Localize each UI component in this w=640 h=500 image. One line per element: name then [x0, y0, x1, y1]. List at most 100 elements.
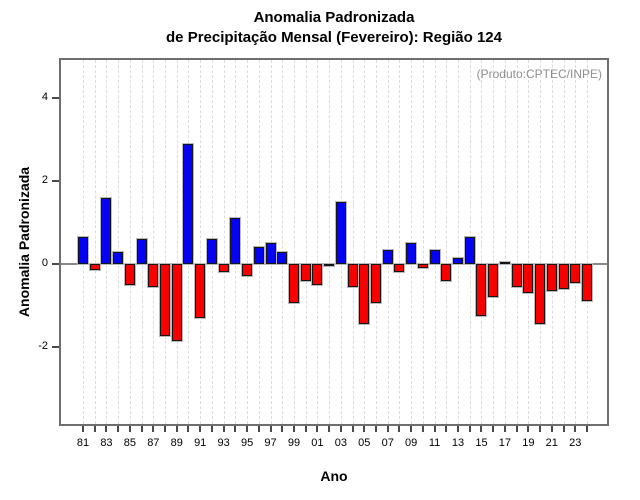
x-tick — [468, 426, 471, 432]
gridline — [352, 60, 354, 424]
x-tick — [175, 426, 178, 432]
x-tick-label: 85 — [123, 437, 136, 449]
chart-title: Anomalia Padronizada de Precipitação Men… — [59, 8, 609, 48]
gridline — [94, 60, 96, 424]
gridline — [376, 60, 377, 424]
x-tick-label: 19 — [522, 437, 535, 449]
x-tick — [492, 426, 495, 432]
gridline — [528, 60, 530, 424]
gridline — [317, 60, 319, 424]
gridline — [493, 60, 495, 424]
gridline — [411, 60, 413, 424]
bar-96 — [253, 247, 264, 264]
x-tick-label: 81 — [76, 437, 90, 449]
bar-98 — [277, 251, 288, 264]
x-tick — [457, 426, 460, 432]
x-tick-label: 17 — [498, 437, 512, 449]
x-tick — [210, 426, 213, 432]
bar-21 — [546, 264, 557, 291]
bar-15 — [476, 264, 487, 316]
x-tick — [105, 426, 108, 432]
gridline — [153, 60, 155, 424]
y-axis-label: Anomalia Padronizada — [16, 166, 32, 318]
bar-82 — [89, 264, 100, 271]
bar-89 — [171, 264, 182, 341]
bar-11 — [429, 249, 440, 264]
x-tick — [574, 426, 577, 432]
x-tick-label: 21 — [545, 437, 558, 449]
y-tick-label: 4 — [41, 91, 48, 104]
gridline — [118, 60, 120, 424]
bar-81 — [78, 237, 88, 264]
x-tick-label: 89 — [170, 437, 183, 449]
bar-10 — [417, 264, 428, 269]
bar-16 — [488, 264, 499, 298]
gridline — [458, 60, 460, 424]
chart-title-line2: de Precipitação Mensal (Fevereiro): Regi… — [166, 29, 502, 46]
x-tick — [339, 426, 342, 432]
gridline — [247, 60, 249, 424]
x-tick-label: 95 — [240, 437, 254, 449]
gridline — [516, 60, 518, 424]
gridline — [551, 60, 553, 424]
x-tick — [164, 426, 167, 432]
bar-23 — [570, 264, 581, 283]
y-tick-label: 2 — [41, 174, 48, 187]
gridline — [258, 60, 260, 424]
x-tick — [292, 426, 295, 432]
gridline — [129, 60, 131, 424]
bar-13 — [453, 257, 464, 264]
gridline — [270, 60, 272, 424]
y-tick — [52, 180, 59, 183]
x-tick-label: 11 — [428, 437, 441, 449]
x-tick — [539, 426, 542, 432]
gridline — [293, 60, 295, 424]
bar-20 — [535, 264, 546, 325]
bar-83 — [101, 197, 112, 264]
bar-24 — [581, 264, 592, 302]
x-tick-label: 91 — [194, 437, 207, 449]
x-tick-label: 09 — [405, 437, 418, 449]
x-tick — [269, 426, 272, 432]
x-tick — [445, 426, 448, 432]
gridline — [504, 60, 506, 424]
gridline — [282, 60, 284, 424]
bar-92 — [206, 239, 217, 264]
chart-title-line1: Anomalia Padronizada — [253, 9, 415, 26]
bar-97 — [265, 243, 276, 264]
x-tick — [351, 426, 354, 432]
y-tick — [52, 263, 59, 265]
y-tick — [52, 97, 59, 100]
gridline — [540, 60, 542, 424]
gridline — [200, 60, 202, 424]
x-tick — [117, 426, 120, 432]
gridline — [165, 60, 167, 424]
gridline — [176, 60, 178, 424]
x-tick — [304, 426, 307, 432]
x-tick-label: 15 — [475, 437, 488, 449]
bar-99 — [288, 264, 299, 304]
x-tick — [503, 426, 506, 432]
bar-14 — [464, 237, 475, 264]
x-tick — [93, 426, 96, 432]
x-tick — [386, 426, 389, 432]
x-tick — [257, 426, 260, 432]
bar-04 — [347, 264, 358, 287]
gridline — [446, 60, 448, 424]
x-tick-label: 23 — [569, 437, 582, 449]
x-tick — [515, 426, 518, 432]
x-tick-label: 83 — [100, 437, 113, 449]
gridline — [575, 60, 577, 424]
x-tick — [433, 426, 436, 432]
x-tick-label: 97 — [264, 437, 277, 449]
bar-87 — [148, 264, 159, 287]
gridline — [399, 60, 401, 424]
x-tick — [375, 426, 377, 432]
x-tick — [410, 426, 413, 432]
x-tick — [281, 426, 284, 432]
bar-90 — [183, 143, 194, 264]
x-tick — [562, 426, 565, 432]
bar-88 — [160, 264, 171, 337]
x-tick — [222, 426, 225, 432]
